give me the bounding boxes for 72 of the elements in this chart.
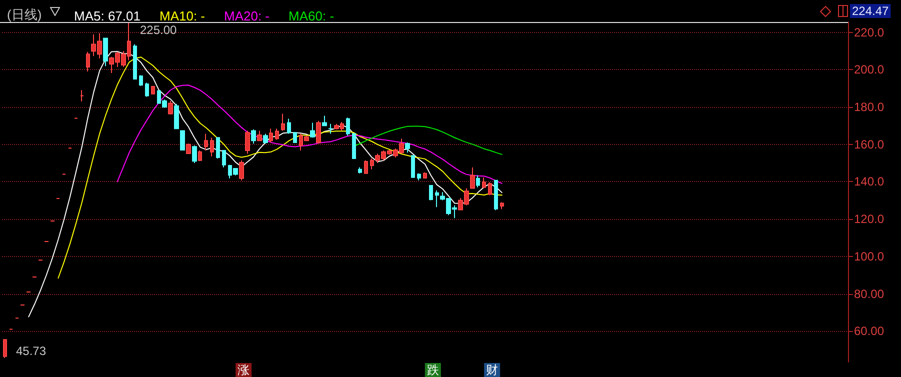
y-tick-label: 140.0 <box>854 174 884 189</box>
text: MA5: 67.01 <box>74 8 140 24</box>
candlestick <box>417 172 421 181</box>
candlestick <box>476 174 480 188</box>
candlestick <box>310 122 315 138</box>
candlestick <box>80 90 84 102</box>
candlestick <box>257 130 262 142</box>
candlestick <box>251 128 256 144</box>
line-series <box>116 84 502 184</box>
annotation: 225.00 <box>140 23 178 37</box>
text: 跌 <box>426 363 439 377</box>
candlestick <box>3 339 7 358</box>
candlestick <box>210 137 214 158</box>
line-series <box>58 56 502 279</box>
candlestick <box>192 144 197 164</box>
y-tick-label: 60.00 <box>854 324 884 338</box>
candlestick <box>364 160 368 174</box>
text: MA20: - <box>224 8 270 24</box>
y-tick-label: 200.0 <box>854 62 884 77</box>
candlestick <box>222 149 226 168</box>
candlestick <box>346 117 350 136</box>
text: 财 <box>486 363 498 377</box>
candlestick <box>470 166 475 189</box>
candlestick <box>429 184 433 201</box>
text: MA60: - <box>288 8 334 24</box>
candlestick <box>145 82 149 98</box>
candlestick <box>245 130 250 154</box>
candlestick <box>293 132 297 143</box>
candlestick <box>180 130 185 152</box>
text: 涨 <box>238 363 250 377</box>
candlestick <box>174 103 179 130</box>
candlestick <box>423 172 427 179</box>
candlestick <box>328 123 333 134</box>
candlestick <box>239 160 244 181</box>
candlestick <box>103 38 108 67</box>
y-tick-label: 80.00 <box>854 286 884 301</box>
candlestick <box>133 44 137 80</box>
candlestick <box>151 85 155 94</box>
chart-title: (日线) <box>7 7 42 22</box>
candlestick <box>322 115 327 126</box>
candlestick <box>275 128 279 140</box>
candlestick <box>405 142 410 154</box>
candlestick <box>168 100 173 115</box>
candlestick <box>494 180 498 211</box>
candlestick <box>86 51 90 72</box>
candlestick <box>482 176 486 188</box>
y-tick-label: 160.0 <box>854 137 884 152</box>
candlestick <box>488 182 492 196</box>
candlestick <box>186 143 191 154</box>
text: MA10: - <box>159 8 205 24</box>
annotation: 45.73 <box>16 344 46 358</box>
candlestick <box>287 118 291 134</box>
y-tick-label: 180.0 <box>854 100 884 114</box>
y-tick-label: 120.0 <box>854 212 884 226</box>
candlestick <box>411 155 415 178</box>
candlestick <box>204 133 208 152</box>
candlestick <box>263 133 268 144</box>
candlestick <box>269 128 273 143</box>
candlestick <box>435 190 439 208</box>
candlestick <box>352 133 356 160</box>
candlestick <box>198 150 202 162</box>
text: 224.47 <box>852 4 890 18</box>
candlestick <box>500 202 504 210</box>
candlestick <box>358 166 362 174</box>
candlestick <box>139 74 143 86</box>
line-series <box>354 126 502 155</box>
y-tick-label: 220.0 <box>854 25 884 40</box>
candlestick <box>216 137 220 160</box>
y-tick-label: 100.0 <box>854 249 884 264</box>
line-series <box>28 51 502 318</box>
candlestick <box>281 113 285 132</box>
candlestick <box>316 120 321 144</box>
